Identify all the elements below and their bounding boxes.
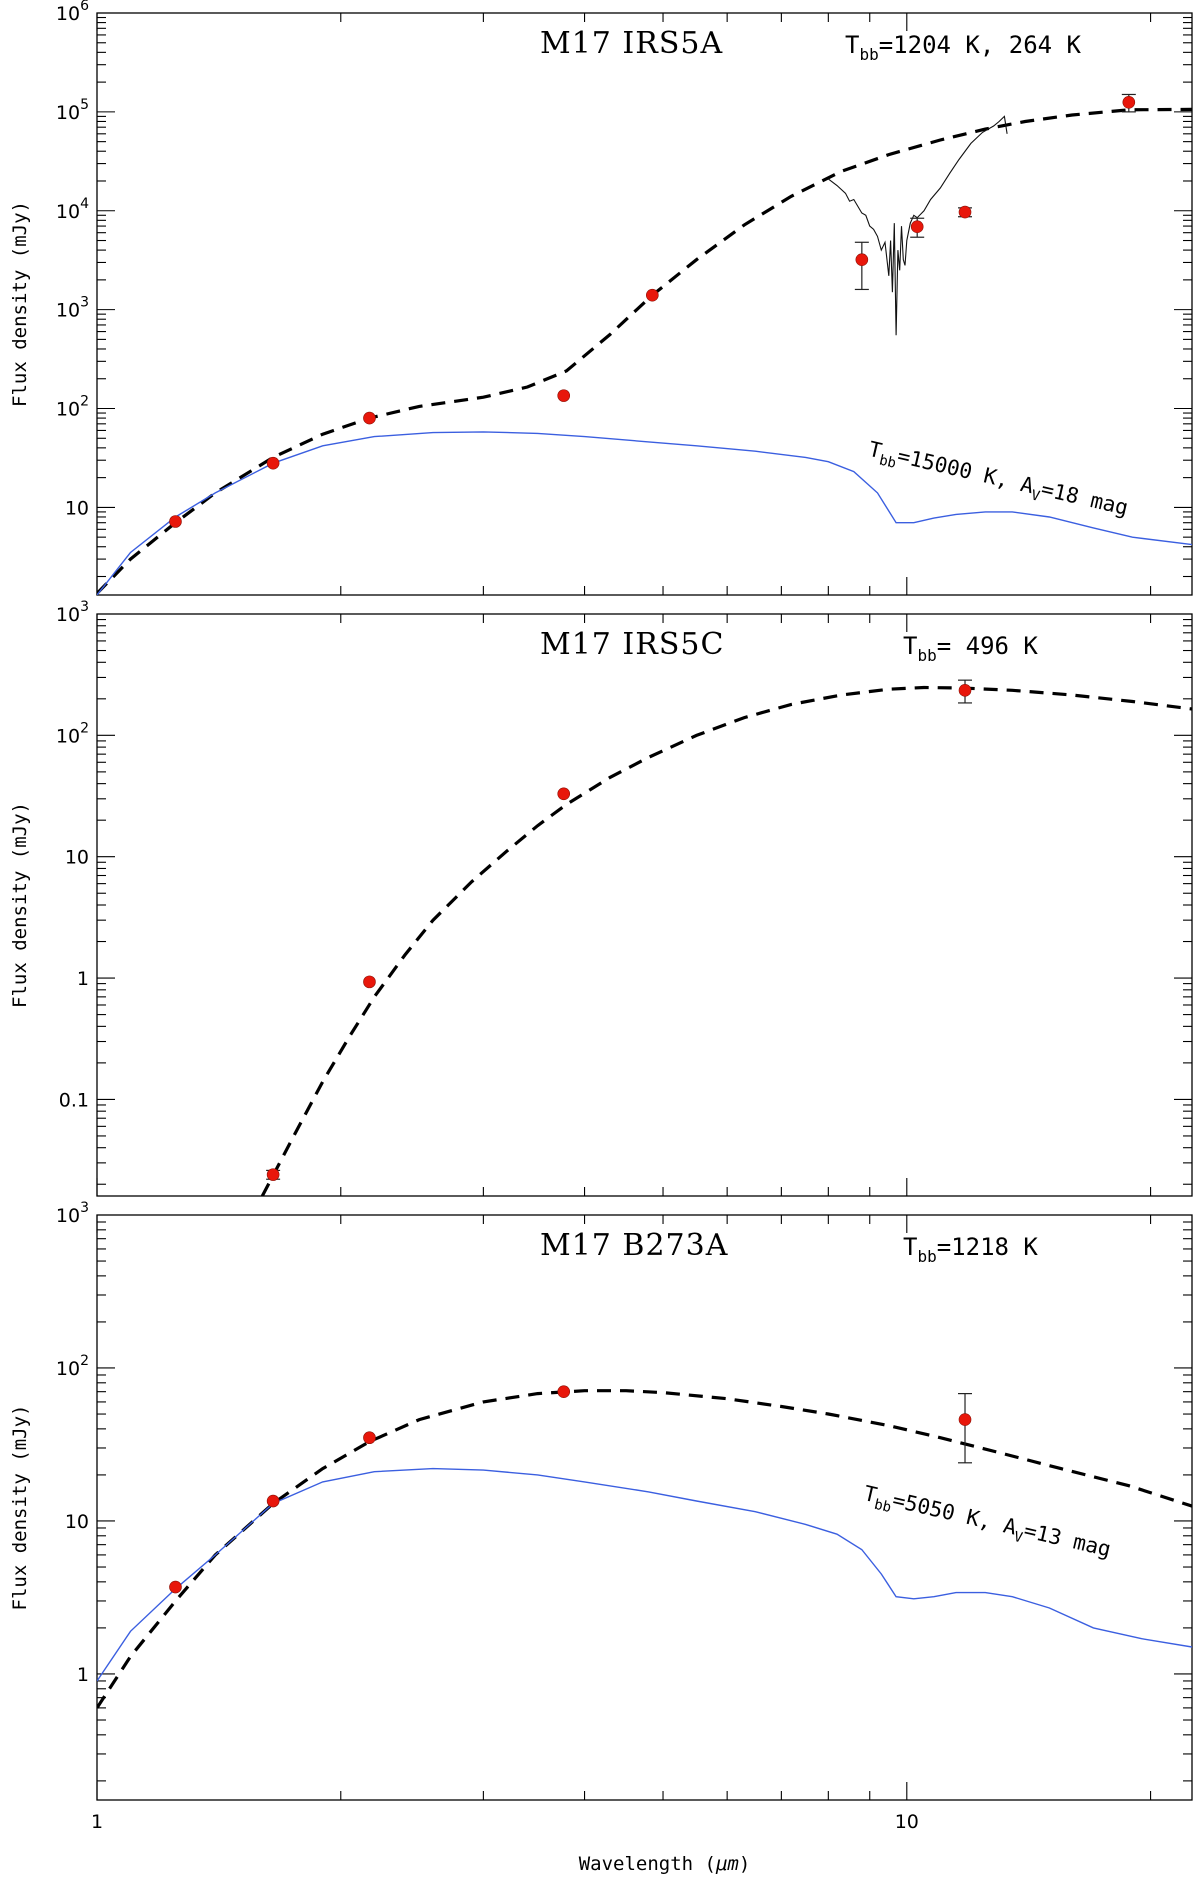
- y-tick-label: 10: [65, 497, 89, 519]
- y-tick-label: 1: [77, 968, 89, 990]
- blackbody-fit-line: [260, 685, 1192, 1196]
- y-axis-label: Flux density (mJy): [9, 201, 31, 407]
- plot-frame: [96, 613, 1193, 1197]
- data-points: [266, 679, 973, 1181]
- data-point: [958, 1413, 972, 1426]
- tbb-label: Tbb= 496 K: [903, 632, 1038, 665]
- axis-ticks: [96, 613, 1192, 1196]
- data-point: [363, 1431, 376, 1445]
- tbb-label: Tbb=1204 K, 264 K: [845, 31, 1082, 64]
- tbb-value: =1218 K: [937, 1233, 1039, 1261]
- y-tick-labels: 10 102 103 104 105 106: [56, 0, 89, 519]
- annotation-sub1: bb: [878, 452, 898, 471]
- x-label-unit: μm: [715, 1853, 739, 1875]
- data-point: [646, 288, 659, 302]
- chart-curves: [260, 685, 1192, 1196]
- y-tick-label: 0.1: [59, 1089, 89, 1111]
- y-tick-label: 103: [56, 1200, 89, 1227]
- annotation-prefix: T: [861, 1481, 879, 1507]
- panel-title: M17 IRS5A: [540, 26, 723, 61]
- stellar-model-line: [97, 431, 1192, 595]
- data-point: [266, 456, 280, 470]
- tbb-label: Tbb=1218 K: [903, 1233, 1038, 1266]
- annotation-sub1: bb: [873, 1497, 893, 1516]
- chart-curves: [97, 107, 1192, 595]
- plot-frame: [96, 12, 1193, 596]
- x-tick-label: 1: [91, 1811, 103, 1833]
- data-point: [363, 411, 376, 425]
- x-tick-label: 10: [895, 1811, 919, 1833]
- y-tick-labels: 1 10 102 103: [56, 1200, 89, 1686]
- spectrum-line: [827, 115, 1008, 336]
- y-axis-label: Flux density (mJy): [9, 802, 31, 1008]
- data-point: [855, 253, 869, 266]
- data-point: [958, 684, 972, 697]
- stellar-model-line: [97, 1467, 1192, 1682]
- x-tick-labels: 1 10: [91, 1811, 919, 1833]
- y-tick-label: 106: [56, 0, 89, 25]
- y-tick-label: 10: [65, 1511, 89, 1533]
- data-point: [363, 975, 376, 989]
- blackbody-fit-line: [97, 107, 1192, 595]
- tbb-subscript: bb: [859, 45, 878, 64]
- axis-ticks: [96, 1214, 1192, 1800]
- y-tick-label: 103: [56, 599, 89, 626]
- plot-frame: [96, 1214, 1193, 1801]
- y-tick-label: 103: [56, 295, 89, 322]
- data-points: [169, 1385, 973, 1594]
- x-label-close: ): [739, 1853, 750, 1875]
- data-point: [266, 1168, 280, 1181]
- tbb-value: = 496 K: [937, 632, 1039, 660]
- y-tick-label: 10: [65, 847, 89, 869]
- data-point: [1122, 95, 1136, 109]
- y-tick-label: 102: [56, 394, 89, 421]
- data-points: [169, 93, 1136, 528]
- y-tick-label: 105: [56, 97, 89, 124]
- data-point: [910, 220, 924, 233]
- y-axis-label: Flux density (mJy): [9, 1405, 31, 1611]
- panel-title: M17 B273A: [540, 1228, 728, 1263]
- x-axis-label: Wavelength (μm): [579, 1853, 751, 1875]
- y-tick-label: 104: [56, 196, 89, 223]
- tbb-subscript: bb: [917, 646, 936, 665]
- data-point: [557, 1385, 571, 1398]
- data-point: [266, 1494, 280, 1508]
- annotation-suffix: =18 mag: [1039, 477, 1131, 520]
- data-point: [557, 787, 571, 801]
- annotation-mid: =5050 K, A: [890, 1488, 1019, 1540]
- tbb-subscript: bb: [917, 1247, 936, 1266]
- data-point: [958, 205, 972, 219]
- annotation-prefix: T: [866, 437, 884, 463]
- axis-ticks: [96, 12, 1192, 595]
- model-annotation: Tbb=5050 K, AV=13 mag: [860, 1481, 1113, 1566]
- data-point: [557, 389, 571, 402]
- panel-irs5c: 0.1 1 10 102 103 M17 IRS5C Tbb= 496 K Flux d…: [9, 599, 1193, 1197]
- tbb-value: =1204 K, 264 K: [879, 31, 1082, 59]
- annotation-suffix: =13 mag: [1022, 1518, 1114, 1561]
- x-label-text: Wavelength (: [579, 1853, 716, 1875]
- y-tick-label: 1: [77, 1664, 89, 1686]
- data-point: [169, 1580, 182, 1594]
- chart-curves: [97, 1389, 1192, 1709]
- blackbody-fit-line: [97, 1389, 1192, 1709]
- y-tick-label: 102: [56, 1353, 89, 1380]
- annotation-mid: =15000 K, A: [895, 444, 1036, 499]
- y-tick-label: 102: [56, 720, 89, 747]
- data-point: [169, 515, 182, 528]
- panel-title: M17 IRS5C: [540, 627, 724, 662]
- y-tick-labels: 0.1 1 10 102 103: [56, 599, 89, 1111]
